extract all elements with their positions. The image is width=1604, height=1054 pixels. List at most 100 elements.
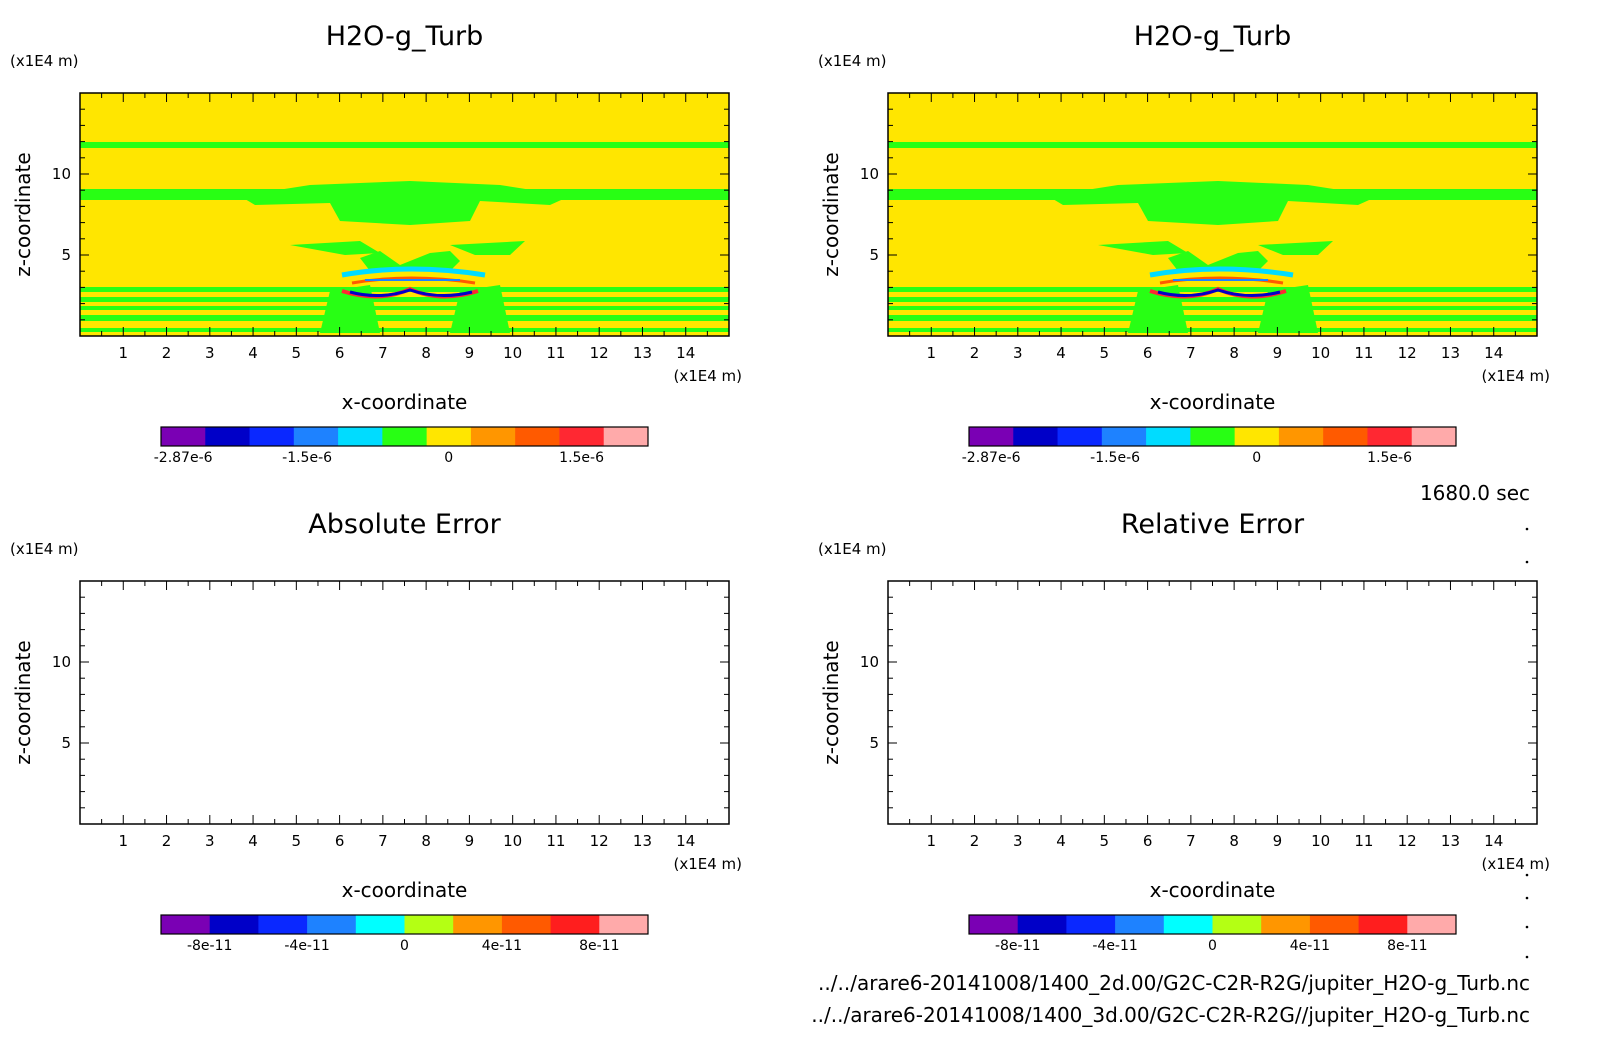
field-anomaly	[349, 288, 473, 297]
colorbar-swatch	[1115, 915, 1165, 934]
x-tick-label: 3	[205, 344, 215, 362]
field-patch	[240, 181, 570, 225]
colorbar-swatch	[1163, 915, 1213, 934]
colorbar-frame	[968, 426, 1457, 447]
x-tick-label: 13	[633, 832, 652, 850]
field-patch	[1048, 181, 1378, 225]
x-tick-label: 14	[1484, 832, 1503, 850]
colorbar-swatch	[1146, 427, 1191, 446]
chart-title: Absolute Error	[308, 509, 501, 540]
colorbar-swatch	[1309, 915, 1360, 934]
colorbar-swatch	[338, 427, 383, 446]
field-patch	[360, 251, 460, 271]
x-tick-label: 7	[378, 832, 388, 850]
x-tick-label: 9	[465, 344, 475, 362]
colorbar-swatch	[1057, 427, 1103, 446]
colorbar-tick-label: -8e-11	[995, 938, 1040, 954]
x-tick-label: 5	[1100, 344, 1110, 362]
x-tick-label: 12	[590, 344, 609, 362]
field-anomaly	[1157, 288, 1281, 297]
x-tick-label: 10	[1311, 832, 1330, 850]
x-axis-label: x-coordinate	[1150, 390, 1276, 414]
x-tick-label: 8	[421, 344, 431, 362]
colorbar-tick-label: 8e-11	[579, 938, 619, 954]
field-band	[888, 142, 1537, 148]
chart-title: H2O-g_Turb	[1134, 21, 1292, 52]
colorbar-tick-label: 0	[1208, 938, 1217, 954]
x-tick-label: 13	[633, 344, 652, 362]
x-tick-label: 1	[118, 344, 128, 362]
y-tick-label: 10	[860, 653, 879, 671]
colorbar-swatch	[307, 915, 357, 934]
x-tick-label: 4	[248, 832, 258, 850]
y-unit-label: (x1E4 m)	[10, 52, 79, 70]
chart-title: H2O-g_Turb	[326, 21, 484, 52]
colorbar-swatch	[209, 915, 259, 934]
x-tick-label: 6	[335, 832, 345, 850]
colorbar-swatch	[1323, 427, 1368, 446]
x-tick-label: 3	[1013, 344, 1023, 362]
colorbar-tick-label: -1.5e-6	[282, 450, 332, 466]
y-tick-label: 5	[61, 734, 71, 752]
x-tick-label: 6	[335, 344, 345, 362]
field-patch	[1258, 241, 1333, 255]
colorbar-swatch	[293, 427, 339, 446]
plot-area	[80, 581, 729, 824]
time-label: 1680.0 sec	[1420, 481, 1530, 505]
colorbar-tick-label: -1.5e-6	[1090, 450, 1140, 466]
colorbar-swatch	[1407, 915, 1457, 934]
colorbar-frame	[160, 914, 649, 935]
x-tick-label: 6	[1143, 832, 1153, 850]
colorbar-swatch	[1367, 427, 1413, 446]
colorbar-swatch	[1212, 915, 1262, 934]
colorbar-frame	[160, 426, 649, 447]
field-patch	[450, 241, 525, 255]
x-tick-label: 4	[1056, 832, 1066, 850]
field-band	[888, 315, 1537, 321]
x-tick-label: 11	[1354, 344, 1373, 362]
colorbar-swatch	[1066, 915, 1116, 934]
field-band	[888, 306, 1537, 310]
colorbar-swatch	[1358, 915, 1408, 934]
colorbar-swatch	[249, 427, 295, 446]
plot-area	[888, 581, 1537, 824]
x-tick-label: 7	[1186, 344, 1196, 362]
x-tick-label: 14	[676, 832, 695, 850]
x-tick-label: 2	[162, 344, 172, 362]
file-path-1: ../../arare6-20141008/1400_2d.00/G2C-C2R…	[818, 971, 1530, 995]
colorbar-swatch	[1261, 915, 1311, 934]
colorbar-swatch	[515, 427, 560, 446]
y-unit-label: (x1E4 m)	[818, 540, 887, 558]
x-tick-label: 12	[1398, 344, 1417, 362]
x-tick-label: 11	[1354, 832, 1373, 850]
x-axis-label: x-coordinate	[342, 878, 468, 902]
x-tick-label: 11	[546, 344, 565, 362]
x-tick-label: 3	[205, 832, 215, 850]
x-tick-label: 10	[503, 832, 522, 850]
colorbar-swatch	[470, 427, 516, 446]
x-tick-label: 10	[1311, 344, 1330, 362]
colorbar-swatch	[501, 915, 552, 934]
colorbar-tick-label: 0	[400, 938, 409, 954]
colorbar-swatch	[453, 915, 503, 934]
y-unit-label: (x1E4 m)	[10, 540, 79, 558]
colorbar-tick-label: 0	[444, 450, 453, 466]
x-tick-label: 4	[1056, 344, 1066, 362]
colorbar-swatch	[1017, 915, 1067, 934]
file-path-2: ../../arare6-20141008/1400_3d.00/G2C-C2R…	[811, 1003, 1530, 1027]
margin-dots	[1525, 527, 1529, 959]
x-tick-label: 9	[1273, 344, 1283, 362]
colorbar-tick-label: 4e-11	[482, 938, 522, 954]
chart-title: Relative Error	[1121, 509, 1305, 540]
x-tick-label: 2	[162, 832, 172, 850]
colorbar-tick-label: 1.5e-6	[559, 450, 604, 466]
colorbar-frame	[968, 914, 1457, 935]
x-tick-label: 11	[546, 832, 565, 850]
field-patch	[1258, 285, 1318, 333]
x-unit-label: (x1E4 m)	[1481, 367, 1550, 385]
field-patch	[1098, 241, 1188, 255]
colorbar-swatch	[1278, 427, 1324, 446]
x-tick-label: 13	[1441, 344, 1460, 362]
chart-panel-2: H2O-g_Turb(x1E4 m)1 2 3 4 5 6 7 8 9 10 11 12 13 14510…	[818, 21, 1550, 466]
x-tick-label: 12	[1398, 832, 1417, 850]
